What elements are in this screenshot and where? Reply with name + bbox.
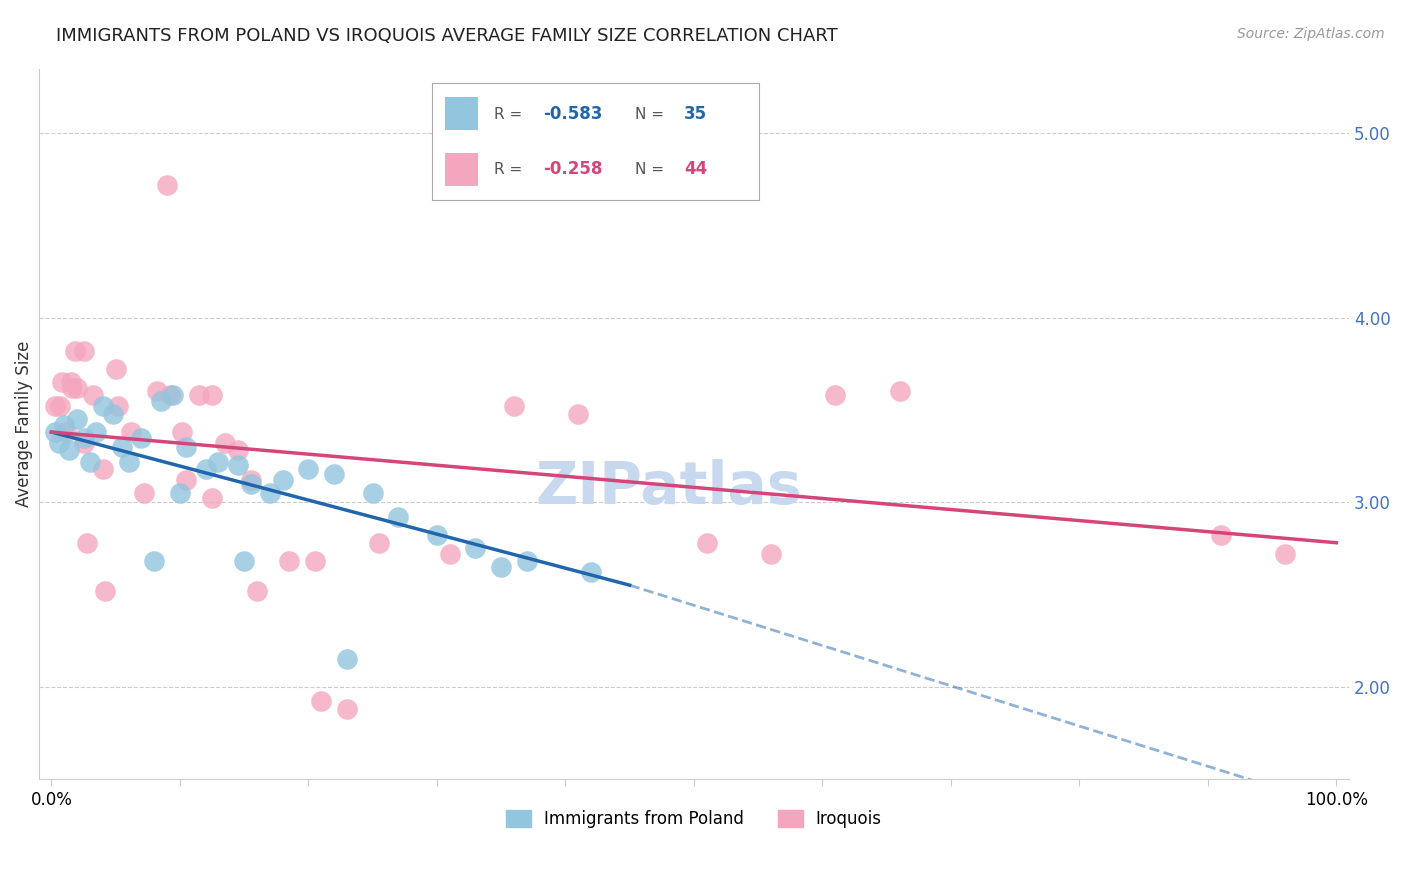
Point bbox=[297, 462, 319, 476]
Point bbox=[91, 399, 114, 413]
Text: Source: ZipAtlas.com: Source: ZipAtlas.com bbox=[1237, 27, 1385, 41]
Point bbox=[304, 554, 326, 568]
Point bbox=[278, 554, 301, 568]
Point bbox=[82, 388, 104, 402]
Point bbox=[1209, 528, 1232, 542]
Point bbox=[94, 583, 117, 598]
Point bbox=[120, 425, 142, 439]
Point bbox=[51, 375, 73, 389]
Text: ZIPatlas: ZIPatlas bbox=[534, 458, 801, 516]
Point bbox=[44, 399, 66, 413]
Point bbox=[336, 652, 359, 666]
Point bbox=[53, 417, 76, 432]
Point bbox=[91, 462, 114, 476]
Point bbox=[201, 388, 224, 402]
Point bbox=[226, 458, 249, 473]
Point bbox=[239, 473, 262, 487]
Point bbox=[439, 547, 461, 561]
Point bbox=[336, 702, 359, 716]
Point bbox=[889, 384, 911, 399]
Point bbox=[58, 443, 80, 458]
Point bbox=[1274, 547, 1296, 561]
Point bbox=[503, 399, 526, 413]
Point bbox=[176, 473, 198, 487]
Point bbox=[76, 535, 98, 549]
Point bbox=[426, 528, 449, 542]
Point bbox=[207, 454, 229, 468]
Point bbox=[146, 384, 169, 399]
Point bbox=[516, 554, 538, 568]
Point bbox=[131, 431, 153, 445]
Point bbox=[60, 381, 83, 395]
Point bbox=[111, 440, 134, 454]
Point bbox=[72, 431, 94, 445]
Point bbox=[201, 491, 224, 506]
Point bbox=[239, 476, 262, 491]
Legend: Immigrants from Poland, Iroquois: Immigrants from Poland, Iroquois bbox=[499, 803, 889, 835]
Point bbox=[172, 425, 194, 439]
Point bbox=[368, 535, 391, 549]
Text: IMMIGRANTS FROM POLAND VS IROQUOIS AVERAGE FAMILY SIZE CORRELATION CHART: IMMIGRANTS FROM POLAND VS IROQUOIS AVERA… bbox=[56, 27, 838, 45]
Point bbox=[489, 559, 512, 574]
Point bbox=[66, 381, 89, 395]
Point bbox=[107, 399, 129, 413]
Point bbox=[72, 436, 94, 450]
Point bbox=[149, 393, 172, 408]
Point bbox=[117, 454, 139, 468]
Point bbox=[132, 486, 155, 500]
Point bbox=[49, 399, 72, 413]
Point bbox=[162, 388, 184, 402]
Point bbox=[259, 486, 281, 500]
Point bbox=[86, 425, 108, 439]
Point bbox=[226, 443, 249, 458]
Point bbox=[169, 486, 191, 500]
Point bbox=[104, 362, 127, 376]
Point bbox=[59, 375, 82, 389]
Point bbox=[72, 343, 94, 358]
Point bbox=[246, 583, 269, 598]
Point bbox=[188, 388, 211, 402]
Point bbox=[159, 388, 181, 402]
Point bbox=[48, 436, 70, 450]
Point bbox=[567, 407, 589, 421]
Point bbox=[271, 473, 294, 487]
Point bbox=[233, 554, 256, 568]
Point bbox=[323, 467, 346, 482]
Point bbox=[387, 509, 409, 524]
Point bbox=[79, 454, 101, 468]
Point bbox=[759, 547, 782, 561]
Point bbox=[696, 535, 718, 549]
Point bbox=[156, 178, 179, 192]
Point bbox=[464, 541, 486, 556]
Point bbox=[66, 412, 89, 426]
Point bbox=[176, 440, 198, 454]
Point bbox=[55, 425, 77, 439]
Point bbox=[101, 407, 124, 421]
Point bbox=[143, 554, 166, 568]
Point bbox=[194, 462, 217, 476]
Point bbox=[361, 486, 384, 500]
Point bbox=[214, 436, 236, 450]
Point bbox=[63, 343, 86, 358]
Point bbox=[309, 694, 332, 708]
Y-axis label: Average Family Size: Average Family Size bbox=[15, 341, 32, 507]
Point bbox=[824, 388, 846, 402]
Point bbox=[44, 425, 66, 439]
Point bbox=[579, 566, 602, 580]
